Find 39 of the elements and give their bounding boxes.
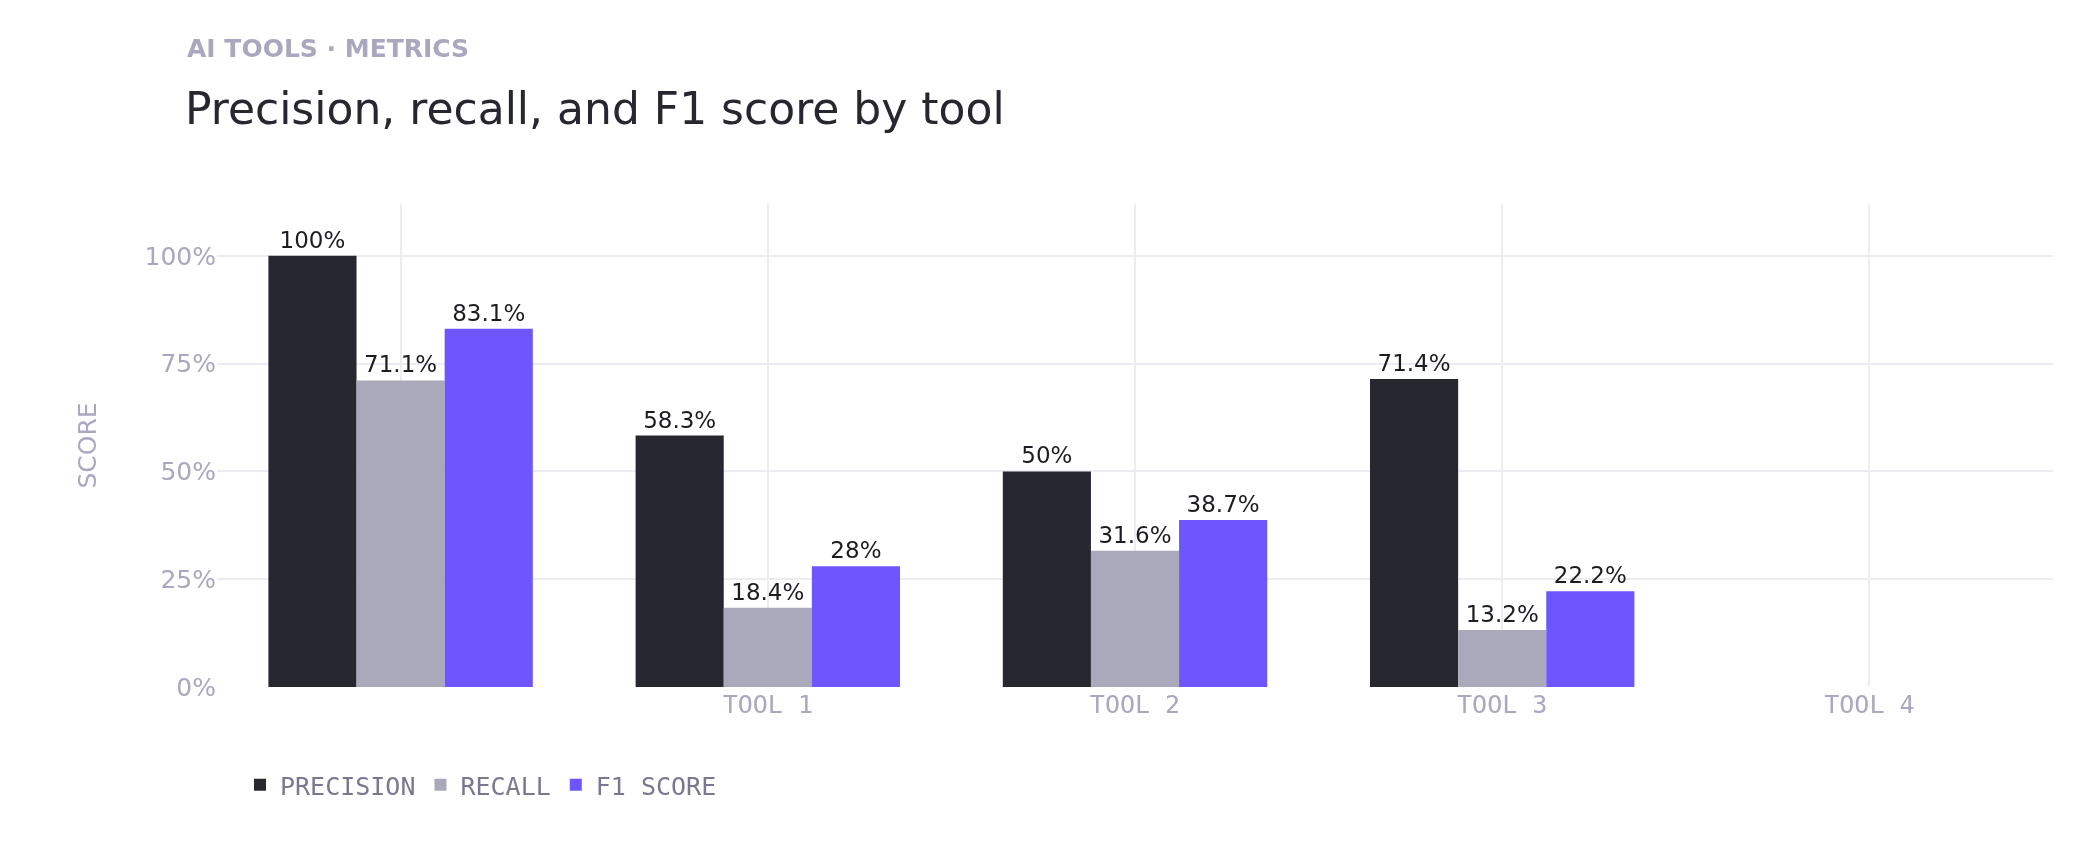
data-label: 71.4%: [1377, 350, 1451, 377]
x-tick-label: TOOL 4: [1824, 690, 1915, 719]
y-axis-title: SCORE: [73, 402, 103, 489]
data-label: 50%: [1021, 442, 1073, 469]
bar: [1370, 379, 1459, 687]
data-label: 13.2%: [1465, 601, 1539, 628]
x-tick-label: TOOL 2: [1089, 690, 1181, 719]
data-label: 58.3%: [643, 406, 717, 433]
legend-label: RECALL: [460, 771, 551, 801]
bar: [811, 566, 900, 687]
x-tick-label: TOOL 1: [722, 690, 813, 719]
data-label: 100%: [279, 226, 346, 253]
y-tick-label: 0%: [176, 672, 216, 702]
legend-label: F1 SCORE: [595, 771, 717, 801]
bar: [1458, 630, 1547, 687]
data-label: 18.4%: [731, 578, 805, 605]
y-tick-label: 75%: [160, 349, 216, 379]
data-label: 22.2%: [1553, 562, 1627, 589]
bar: [1546, 591, 1635, 687]
chart-subtitle: AI TOOLS · METRICS: [187, 34, 470, 63]
bar: [635, 435, 724, 687]
bar: [444, 328, 533, 687]
y-tick-label: 25%: [160, 564, 216, 594]
data-label: 71.1%: [364, 351, 438, 378]
bar: [1090, 550, 1180, 687]
chart-title: Precision, recall, and F1 score by tool: [185, 83, 1005, 135]
data-label: 28%: [830, 537, 882, 564]
y-tick-label: 100%: [144, 241, 216, 271]
bar: [1002, 471, 1091, 687]
data-label: 31.6%: [1098, 521, 1172, 548]
bar: [356, 380, 445, 687]
data-label: 83.1%: [452, 299, 526, 326]
bar: [1179, 520, 1268, 687]
x-tick-label: TOOL 3: [1457, 690, 1548, 719]
data-label: 38.7%: [1186, 491, 1260, 518]
bar: [268, 255, 357, 687]
legend-label: PRECISION: [280, 771, 416, 801]
y-tick-label: 50%: [160, 457, 216, 487]
bar: [723, 607, 812, 687]
